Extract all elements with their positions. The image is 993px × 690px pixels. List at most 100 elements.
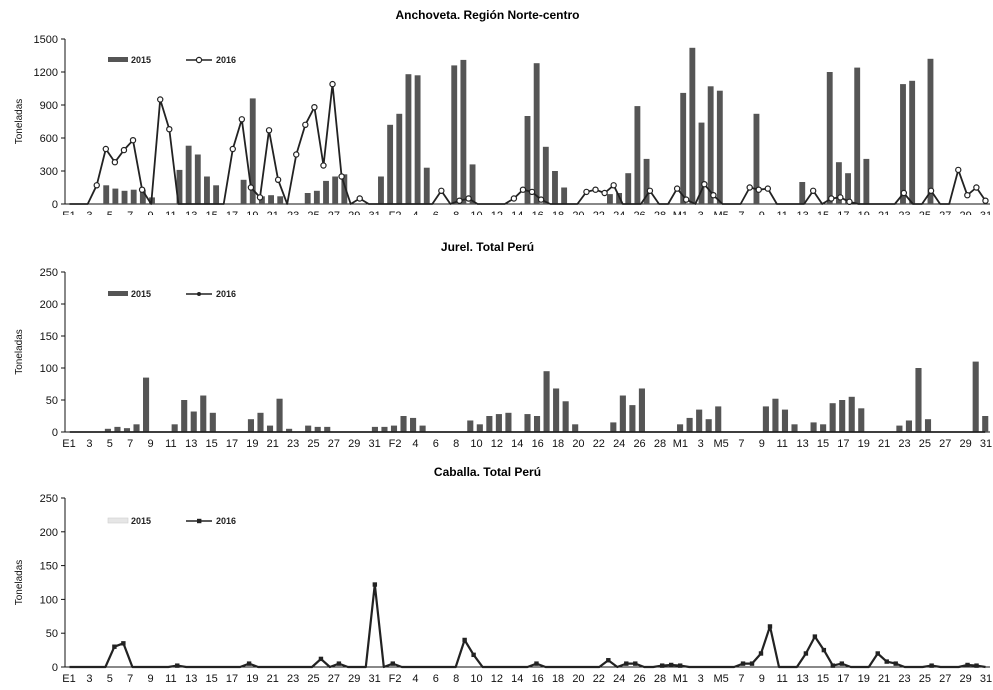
caballa-point-2016 bbox=[112, 644, 117, 649]
anchoveta-point-2016 bbox=[238, 116, 246, 123]
caballa-point-2016 bbox=[677, 663, 683, 668]
anchoveta-y-tick-label: 900 bbox=[40, 100, 58, 112]
caballa-x-tick-label: 31 bbox=[980, 673, 992, 685]
anchoveta-point-2016 bbox=[673, 185, 681, 192]
anchoveta-x-tick-label: 26 bbox=[633, 210, 645, 215]
anchoveta-x-tick-label: 15 bbox=[817, 210, 829, 215]
jurel-bar-2015 bbox=[190, 411, 197, 432]
anchoveta-bar-2015 bbox=[414, 75, 421, 204]
caballa-x-tick-label: M5 bbox=[713, 673, 728, 685]
anchoveta-y-tick-label: 1200 bbox=[34, 67, 58, 79]
jurel-x-tick-label: 31 bbox=[369, 438, 381, 450]
anchoveta-bar-2015 bbox=[533, 63, 540, 205]
anchoveta-point-2016 bbox=[746, 184, 753, 191]
jurel-x-tick-label: 23 bbox=[287, 438, 299, 450]
caballa-x-tick-label: 11 bbox=[777, 673, 788, 685]
jurel-x-tick-label: 28 bbox=[654, 438, 666, 450]
jurel-bar-2015 bbox=[829, 403, 836, 432]
anchoveta-point-2016 bbox=[710, 191, 717, 199]
caballa-x-tick-label: 29 bbox=[959, 673, 971, 685]
caballa-x-tick-label: 6 bbox=[433, 673, 439, 685]
chart-jurel-svg: Jurel. Total Perú 0 50 100 150 200 250 Tonelada… bbox=[14, 240, 992, 450]
jurel-legend-swatch-2015 bbox=[108, 291, 128, 296]
jurel-y-tick-label: 200 bbox=[40, 299, 58, 311]
anchoveta-point-2016 bbox=[157, 96, 164, 103]
caballa-point-2016 bbox=[875, 651, 880, 656]
anchoveta-x-tick-label: F2 bbox=[389, 210, 402, 215]
anchoveta-y-tick-label: 600 bbox=[40, 133, 58, 145]
anchoveta-x-tick-label: 5 bbox=[107, 210, 113, 215]
jurel-x-tick-label: 11 bbox=[777, 438, 788, 450]
caballa-y-tick-label: 250 bbox=[40, 493, 58, 505]
anchoveta-bar-2015 bbox=[323, 180, 329, 204]
caballa-legend-marker-2016 bbox=[197, 518, 202, 524]
caballa-point-2016 bbox=[534, 661, 539, 666]
anchoveta-point-2016 bbox=[93, 182, 100, 189]
caballa-x-tick-label: 20 bbox=[572, 673, 584, 685]
jurel-x-tick-label: 21 bbox=[267, 438, 279, 450]
anchoveta-bar-2015 bbox=[313, 190, 320, 204]
jurel-x-tick-label: 25 bbox=[307, 438, 319, 450]
anchoveta-x-tick-label: 19 bbox=[246, 210, 258, 215]
caballa-point-2016 bbox=[606, 658, 611, 663]
anchoveta-point-2016 bbox=[583, 188, 590, 196]
anchoveta-x-tick-label: 25 bbox=[307, 210, 319, 215]
jurel-x-tick-label: 9 bbox=[147, 438, 153, 450]
anchoveta-x-tick-label: E1 bbox=[62, 210, 75, 215]
anchoveta-point-2016 bbox=[764, 185, 772, 192]
anchoveta-point-2016 bbox=[982, 197, 989, 204]
anchoveta-bar-2015 bbox=[625, 173, 632, 204]
jurel-x-tick-label: 23 bbox=[898, 438, 910, 450]
anchoveta-bar-2015 bbox=[927, 58, 934, 204]
anchoveta-x-tick-label: 19 bbox=[858, 210, 870, 215]
jurel-x-tick-label: 17 bbox=[226, 438, 238, 450]
jurel-bar-2015 bbox=[705, 419, 712, 432]
anchoveta-bar-2015 bbox=[716, 90, 723, 204]
jurel-x-tick-label: 11 bbox=[165, 438, 176, 450]
jurel-bar-2015 bbox=[390, 425, 398, 432]
anchoveta-y-axis-label: Toneladas bbox=[14, 99, 25, 145]
anchoveta-point-2016 bbox=[138, 186, 146, 193]
jurel-bar-2015 bbox=[400, 416, 407, 432]
jurel-bar-2015 bbox=[247, 419, 255, 432]
anchoveta-x-tick-label: M5 bbox=[713, 210, 728, 215]
anchoveta-point-2016 bbox=[683, 196, 690, 203]
anchoveta-legend-label-2015: 2015 bbox=[131, 55, 151, 65]
anchoveta-point-2016 bbox=[528, 188, 536, 196]
caballa-point-2016 bbox=[660, 663, 665, 668]
jurel-bar-2015 bbox=[171, 424, 178, 432]
caballa-x-tick-label: 27 bbox=[328, 673, 340, 685]
caballa-y-axis-label: Toneladas bbox=[14, 560, 25, 606]
anchoveta-bar-2015 bbox=[130, 189, 137, 204]
caballa-point-2016 bbox=[929, 663, 934, 668]
caballa-x-tick-label: 11 bbox=[165, 673, 176, 685]
caballa-x-tick-label: 9 bbox=[147, 673, 153, 685]
anchoveta-bar-2015 bbox=[176, 169, 183, 204]
anchoveta-point-2016 bbox=[973, 184, 980, 191]
caballa-y-tick-label: 0 bbox=[52, 662, 58, 674]
anchoveta-bar-2015 bbox=[854, 67, 861, 204]
jurel-bar-2015 bbox=[314, 426, 321, 432]
chart-caballa: Caballa. Total Perú 0 50 100 150 200 250 Tonela… bbox=[0, 459, 993, 687]
caballa-x-tick-label: 29 bbox=[348, 673, 360, 685]
jurel-x-tick-label: 19 bbox=[246, 438, 258, 450]
caballa-point-2016 bbox=[830, 663, 836, 668]
anchoveta-point-2016 bbox=[964, 191, 971, 199]
jurel-bar-2015 bbox=[772, 398, 779, 432]
jurel-bar-2015 bbox=[896, 425, 903, 432]
anchoveta-bar-2015 bbox=[378, 176, 384, 204]
anchoveta-point-2016 bbox=[247, 184, 255, 191]
caballa-point-2016 bbox=[812, 634, 818, 639]
anchoveta-bar-2015 bbox=[396, 113, 403, 204]
caballa-x-tick-label: 25 bbox=[919, 673, 931, 685]
anchoveta-x-tick-label: 20 bbox=[572, 210, 584, 215]
anchoveta-x-tick-label: 11 bbox=[777, 210, 788, 215]
jurel-bar-2015 bbox=[686, 417, 693, 432]
anchoveta-x-tick-label: 4 bbox=[412, 210, 418, 215]
caballa-point-2016 bbox=[740, 661, 746, 666]
anchoveta-bar-2015 bbox=[423, 167, 430, 204]
anchoveta-point-2016 bbox=[274, 176, 282, 183]
anchoveta-x-tick-label: 27 bbox=[328, 210, 340, 215]
jurel-x-tick-label: 16 bbox=[532, 438, 544, 450]
anchoveta-bar-2015 bbox=[103, 185, 110, 204]
